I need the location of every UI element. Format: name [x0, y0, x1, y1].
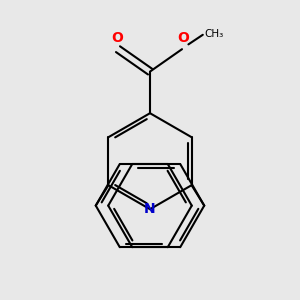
Text: O: O	[111, 31, 123, 45]
Text: CH₃: CH₃	[204, 29, 224, 39]
Text: N: N	[144, 202, 156, 216]
Text: O: O	[178, 31, 190, 45]
